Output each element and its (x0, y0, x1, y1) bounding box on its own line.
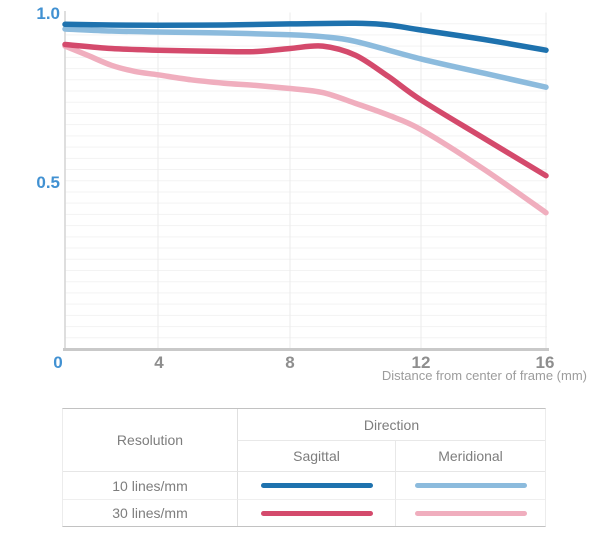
x-axis-title: Distance from center of frame (mm) (381, 368, 587, 383)
legend-row-label-30: 30 lines/mm (63, 499, 237, 526)
line-swatch-10-meridional (414, 483, 527, 488)
line-swatch-30-sagittal (260, 510, 373, 516)
line-swatch-30-meridional (414, 510, 527, 516)
x-axis-tick-label: 4 (154, 353, 164, 372)
legend-cell (395, 499, 545, 526)
y-axis-tick-label: 0.5 (36, 173, 60, 192)
legend-cell (395, 471, 545, 499)
x-axis-tick-label: 0 (53, 353, 63, 372)
legend-cell (237, 499, 395, 526)
resolution-header: Resolution (116, 432, 184, 448)
meridional-header: Meridional (395, 441, 545, 471)
direction-header: Direction (237, 409, 545, 441)
line-swatch-10-sagittal (260, 483, 373, 488)
sagittal-header: Sagittal (237, 441, 395, 471)
x-axis-tick-label: 16 (535, 353, 555, 372)
x-axis-tick-label: 8 (285, 353, 295, 372)
legend-cell (237, 471, 395, 499)
mtf-plot-area (62, 11, 549, 351)
x-axis-tick-label: 12 (411, 353, 431, 372)
y-axis-tick-label: 1.0 (36, 4, 60, 23)
legend-table: Resolution Direction Sagittal Meridional… (62, 408, 546, 527)
legend-row-label-10: 10 lines/mm (63, 471, 237, 499)
